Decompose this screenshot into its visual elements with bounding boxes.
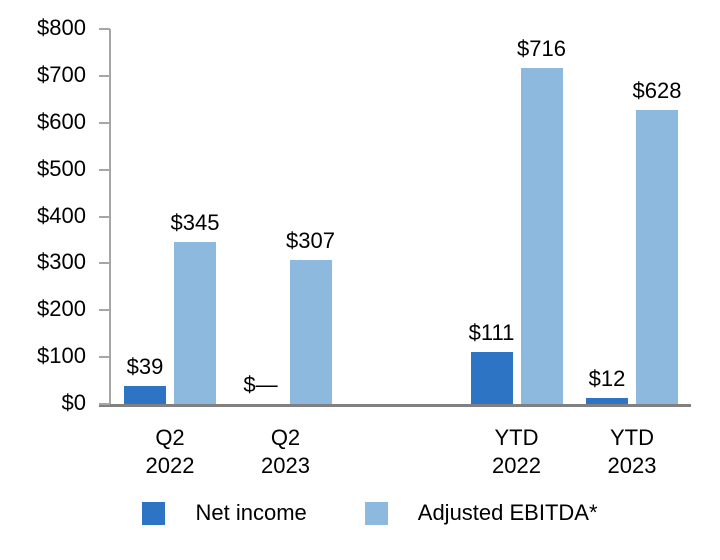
legend-item-net-income: Net income [142,500,307,526]
legend-item-adjusted-ebitda: Adjusted EBITDA* [364,500,598,526]
x-axis-line [99,404,691,407]
bar-net-income-q2-2022 [124,386,166,404]
bar-adjusted-ebitda-q2-2023 [289,260,332,404]
legend-label-net-income: Net income [195,500,307,525]
x-category-line1: YTD [610,425,654,450]
y-axis-tick-200 [99,309,110,312]
value-label-adjusted-ebitda-ytd-2022: $716 [517,36,566,61]
bar-net-income-ytd-2022 [470,352,513,404]
y-axis-tick-label-700: $700 [37,61,86,87]
y-axis-tick-label-600: $600 [37,108,86,134]
x-category-line2: 2023 [261,453,310,478]
x-category-label-q2-2022: Q2 2022 [110,424,230,480]
value-label-adjusted-ebitda-ytd-2023: $628 [632,78,682,103]
y-axis-tick-label-800: $800 [37,15,86,40]
bar-adjusted-ebitda-ytd-2023 [636,110,678,404]
x-category-label-q2-2023: Q2 2023 [226,424,346,480]
legend: Net income Adjusted EBITDA* [0,500,720,526]
value-label-adjusted-ebitda-q2-2023: $307 [286,228,335,253]
y-axis-tick-label-0: $0 [61,390,86,415]
y-axis-tick-600 [99,121,110,124]
legend-label-adjusted-ebitda: Adjusted EBITDA* [417,500,598,525]
value-label-net-income-ytd-2023: $12 [588,366,626,391]
x-category-line1: Q2 [270,425,301,450]
y-axis-tick-500 [99,168,110,171]
adjusted-ebitda-swatch-icon [364,501,388,525]
y-axis-tick-label-500: $500 [37,155,86,181]
x-category-label-ytd-2022: YTD 2022 [457,424,577,480]
bar-net-income-ytd-2023 [586,398,628,404]
value-label-adjusted-ebitda-q2-2022: $345 [170,210,220,235]
x-category-line1: YTD [494,425,539,450]
y-axis-tick-label-300: $300 [37,249,86,275]
bar-adjusted-ebitda-q2-2022 [174,242,216,404]
y-axis-tick-label-200: $200 [37,296,86,322]
y-axis-tick-label-400: $400 [37,202,86,228]
y-axis-tick-300 [99,262,110,265]
x-category-label-ytd-2023: YTD 2023 [572,424,692,480]
x-category-line1: Q2 [155,425,185,450]
value-label-net-income-ytd-2022: $111 [468,320,515,345]
x-category-line2: 2022 [492,453,541,478]
y-axis-tick-400 [99,215,110,218]
bar-adjusted-ebitda-ytd-2022 [520,68,563,404]
value-label-net-income-q2-2022: $39 [126,354,164,379]
y-axis-line [109,29,111,406]
y-axis-tick-0 [99,403,110,405]
x-category-line2: 2023 [607,453,657,478]
y-axis-tick-800 [99,28,110,30]
net-income-swatch-icon [142,501,166,525]
y-axis-tick-100 [99,356,110,359]
x-category-line2: 2022 [145,453,195,478]
y-axis-tick-700 [99,74,110,77]
y-axis-tick-label-100: $100 [37,343,86,369]
value-label-net-income-q2-2023: $— [243,372,278,397]
